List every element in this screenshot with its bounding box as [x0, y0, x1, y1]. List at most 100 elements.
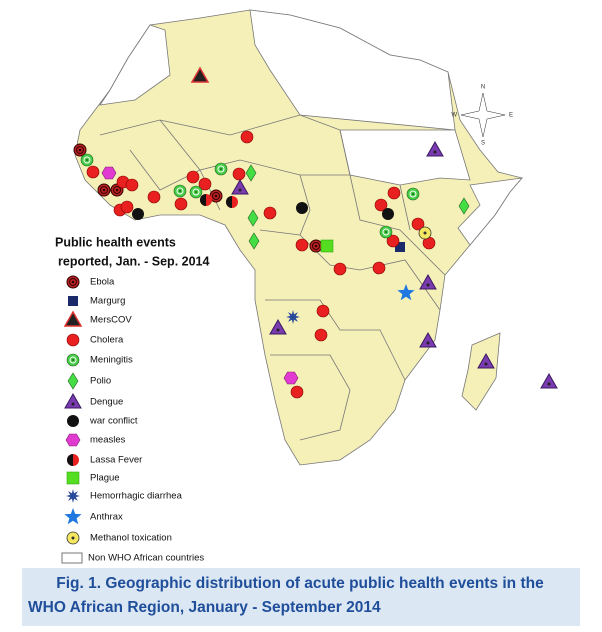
border [265, 299, 406, 381]
border [129, 149, 221, 211]
methanol [423, 231, 427, 235]
ebola [113, 186, 121, 194]
mers-cov [190, 66, 210, 83]
meningitis [220, 168, 222, 170]
ebola [312, 242, 320, 250]
legend-label: Lassa Fever [90, 455, 142, 466]
non-who-north [249, 9, 456, 131]
non-who-morocco [99, 24, 171, 106]
meningitis [69, 356, 77, 364]
plague [66, 471, 80, 485]
meningitis [412, 193, 414, 195]
hemorrhagic-diarrhea [66, 489, 80, 503]
legend-label: Anthrax [90, 512, 123, 523]
compass-rose [460, 92, 506, 138]
cholera [125, 178, 139, 192]
legend-label: Meningitis [90, 355, 133, 366]
cholera [372, 261, 386, 275]
dengue [419, 273, 437, 290]
dengue [477, 352, 495, 369]
meningitis [83, 156, 91, 164]
non-who-somalia [457, 177, 523, 246]
compass-letter: S [481, 141, 485, 147]
ebola [115, 188, 119, 192]
caption: WHO African Region, January - September … [28, 599, 381, 616]
cholera [147, 190, 161, 204]
legend-label: Polio [90, 376, 111, 387]
war-conflict [382, 208, 394, 220]
methanol [71, 536, 75, 540]
legend-title: Public health events [55, 235, 176, 249]
ebola [100, 186, 108, 194]
marburg [395, 242, 405, 252]
cholera [295, 238, 309, 252]
legend-label: Non WHO African countries [88, 553, 204, 564]
cholera [316, 304, 330, 318]
polio [67, 372, 79, 390]
ebola [71, 280, 75, 284]
war-conflict [67, 415, 79, 427]
cholera [290, 385, 304, 399]
cholera [374, 198, 388, 212]
cholera [232, 167, 246, 181]
compass-letter: W [451, 113, 457, 119]
dengue [231, 178, 249, 195]
dengue [426, 140, 444, 157]
meningitis [385, 231, 387, 233]
legend-label: Ebola [90, 277, 115, 288]
ebola [69, 278, 77, 286]
dengue [238, 188, 242, 192]
dengue [419, 331, 437, 348]
lassa-fever [200, 194, 206, 206]
legend-label: war conflict [89, 416, 138, 427]
meningitis [179, 190, 181, 192]
compass-letter: E [509, 113, 513, 119]
map [74, 9, 523, 466]
marburg [68, 296, 78, 306]
meningitis [72, 359, 74, 361]
measles [283, 371, 299, 385]
cholera [120, 200, 134, 214]
legend-title: reported, Jan. - Sep. 2014 [58, 254, 209, 268]
ebola [214, 194, 218, 198]
meningitis [195, 191, 197, 193]
cholera [333, 262, 347, 276]
legend-label: measles [90, 435, 126, 446]
plague [320, 239, 334, 253]
meningitis [192, 188, 200, 196]
polio [248, 232, 260, 250]
cholera [186, 170, 200, 184]
polio [245, 164, 257, 182]
ebola [212, 192, 220, 200]
cholera [86, 165, 100, 179]
measles [101, 166, 117, 180]
cholera [174, 197, 188, 211]
non-who [61, 552, 83, 564]
ebola [76, 146, 84, 154]
ebola [102, 188, 106, 192]
dengue [269, 318, 287, 335]
meningitis [409, 190, 417, 198]
dengue [276, 328, 280, 332]
cholera [387, 186, 401, 200]
compass [460, 92, 506, 138]
dengue [484, 362, 488, 366]
cholera [198, 177, 212, 191]
cholera [66, 333, 80, 347]
legend-label: Cholera [90, 335, 124, 346]
meningitis [176, 187, 184, 195]
dengue [64, 392, 82, 409]
border [299, 174, 311, 236]
border [270, 354, 351, 441]
legend-label: Margurg [90, 296, 125, 307]
dengue [547, 382, 551, 386]
legend-label: Dengue [90, 397, 123, 408]
compass-letter: N [481, 85, 485, 91]
polio [458, 197, 470, 215]
caption: Fig. 1. Geographic distribution of acute… [56, 575, 544, 592]
meningitis [217, 165, 225, 173]
meningitis [86, 159, 88, 161]
mers-cov [63, 310, 83, 327]
cholera [386, 234, 400, 248]
